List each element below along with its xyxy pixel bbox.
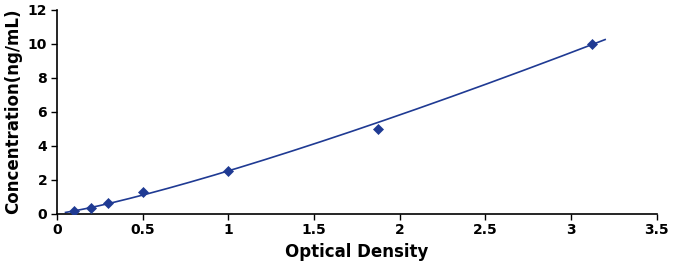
Y-axis label: Concentration(ng/mL): Concentration(ng/mL) bbox=[4, 9, 22, 214]
X-axis label: Optical Density: Optical Density bbox=[285, 243, 429, 261]
